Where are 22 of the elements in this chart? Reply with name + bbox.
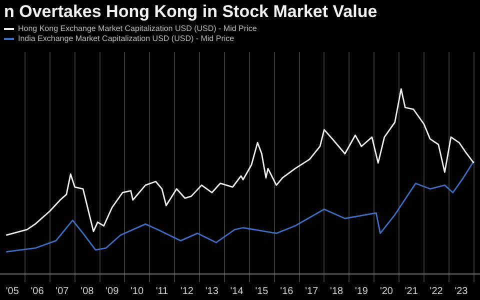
x-tick-label: '10 bbox=[130, 286, 144, 297]
legend-label: India Exchange Market Capitalization USD (USD) - Mid Price bbox=[18, 34, 234, 43]
x-tick-label: '23 bbox=[454, 286, 468, 297]
x-tick-label: '17 bbox=[305, 286, 319, 297]
x-tick-label: '07 bbox=[56, 286, 70, 297]
x-tick-label: '20 bbox=[380, 286, 394, 297]
x-tick-label: '22 bbox=[430, 286, 444, 297]
x-tick-label: '06 bbox=[30, 286, 44, 297]
x-tick-label: '15 bbox=[255, 286, 269, 297]
x-tick-label: '21 bbox=[404, 286, 418, 297]
x-tick-label: '05 bbox=[6, 286, 20, 297]
x-tick-label: '13 bbox=[205, 286, 219, 297]
chart-title: n Overtakes Hong Kong in Stock Market Value bbox=[4, 2, 378, 22]
x-tick-label: '12 bbox=[180, 286, 194, 297]
x-tick-label: '18 bbox=[330, 286, 344, 297]
x-tick-label: '09 bbox=[106, 286, 120, 297]
legend-label: Hong Kong Exchange Market Capitalization USD (USD) - Mid Price bbox=[18, 24, 257, 33]
x-tick-label: '08 bbox=[80, 286, 94, 297]
x-tick-label: '16 bbox=[280, 286, 294, 297]
x-tick-label: '19 bbox=[354, 286, 368, 297]
x-tick-label: '11 bbox=[156, 286, 169, 297]
x-tick-label: '14 bbox=[230, 286, 244, 297]
